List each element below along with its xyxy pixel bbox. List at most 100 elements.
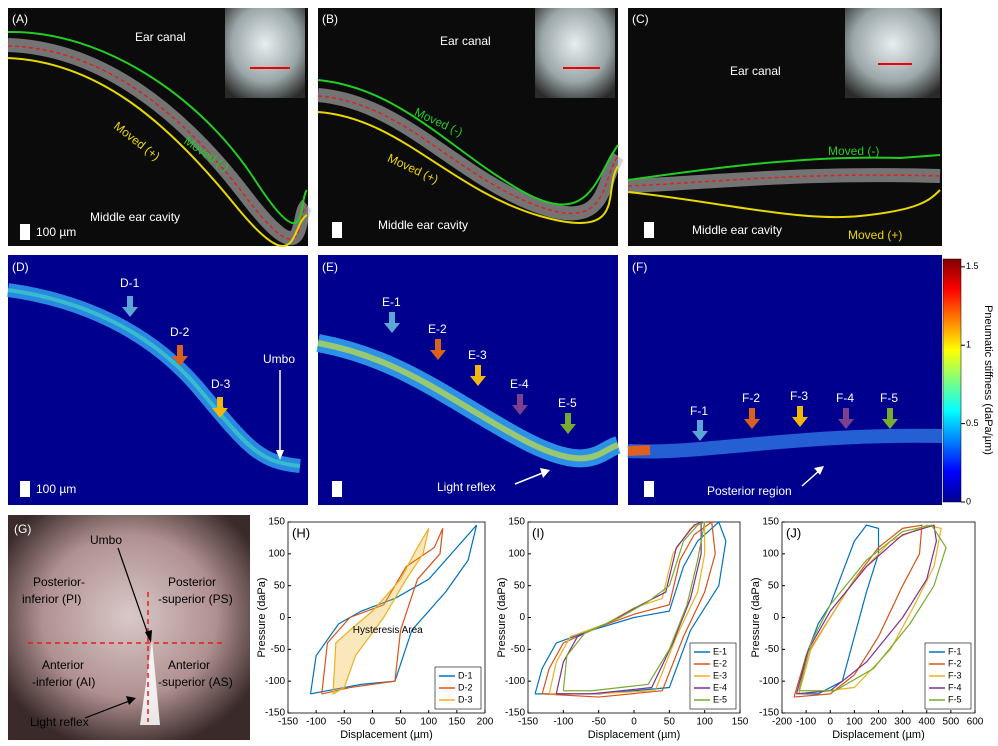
y-tick-label: 100 [268, 548, 285, 559]
x-tick-label: 0 [827, 717, 833, 728]
point-label: E-3 [468, 348, 487, 362]
point-label: F-3 [790, 389, 808, 403]
x-tick-label: 100 [420, 717, 437, 728]
y-axis-label: Pressure (daPa) [256, 577, 268, 657]
y-tick-label: 50 [514, 580, 526, 591]
panel-b: (B) Ear canal Moved (-) Moved (+) Middle… [318, 8, 618, 246]
region-label: inferior (PI) [22, 592, 81, 606]
y-tick-label: 100 [508, 548, 525, 559]
legend-label: F-3 [948, 670, 962, 680]
x-tick-label: 150 [732, 717, 749, 728]
y-tick-label: 0 [519, 612, 525, 623]
y-tick-label: 0 [773, 612, 779, 623]
figure: (A) Ear canal Moved (-) Moved (+) Middle… [0, 0, 998, 746]
x-tick-label: 600 [967, 717, 984, 728]
region-label: Anterior [42, 658, 84, 672]
point-label: F-4 [836, 391, 854, 405]
region-label: Ear canal [135, 30, 186, 44]
y-tick-label: 150 [762, 517, 779, 528]
legend-label: D-3 [458, 694, 473, 704]
chart-title: (J) [786, 525, 801, 540]
region-label: -superior (AS) [158, 675, 233, 689]
y-tick-label: -50 [511, 644, 526, 655]
panel-g: (G) Umbo Posterior- inferior (PI) Poster… [8, 515, 250, 740]
x-tick-label: -100 [306, 717, 326, 728]
panel-label: (E) [322, 260, 338, 274]
y-tick-label: -100 [759, 676, 779, 687]
x-tick-label: 150 [449, 717, 466, 728]
y-tick-label: 50 [274, 580, 286, 591]
region-label: Umbo [90, 533, 122, 547]
point-label: D-3 [211, 377, 231, 391]
point-label: E-1 [382, 295, 401, 309]
y-tick-label: -100 [265, 676, 285, 687]
point-label: D-2 [170, 325, 190, 339]
region-label: Posterior [168, 575, 216, 589]
y-axis-label: Pressure (daPa) [750, 577, 762, 657]
colorbar-label: Pneumatic stiffness (daPa/µm) [982, 305, 994, 455]
x-tick-label: 50 [664, 717, 676, 728]
panel-label: (B) [322, 12, 338, 26]
y-tick-label: 150 [508, 517, 525, 528]
x-axis-label: Displacement (µm) [832, 729, 925, 741]
umbo-label: Umbo [263, 352, 295, 366]
panel-label: (A) [12, 12, 28, 26]
legend-label: F-4 [948, 682, 962, 692]
point-label: E-4 [510, 377, 529, 391]
legend-label: F-1 [948, 646, 962, 656]
region-label: Ear canal [440, 34, 491, 48]
x-tick-label: 50 [395, 717, 407, 728]
x-tick-label: 300 [894, 717, 911, 728]
x-tick-label: 100 [846, 717, 863, 728]
x-axis-label: Displacement (µm) [588, 729, 681, 741]
panel-f: (F) F-1 F-2 F-3 F-4 F-5 Posterior region [628, 255, 942, 505]
y-axis-label: Pressure (daPa) [496, 577, 508, 657]
point-label: D-1 [120, 276, 140, 290]
curve-label: Moved (+) [848, 228, 902, 242]
legend-label: E-5 [713, 694, 727, 704]
chart-title: (H) [292, 525, 310, 540]
y-tick-label: 50 [768, 580, 780, 591]
x-tick-label: -50 [337, 717, 352, 728]
y-tick-label: -50 [271, 644, 286, 655]
region-label: Ear canal [730, 64, 781, 78]
panel-label: (D) [12, 260, 29, 274]
region-label: Middle ear cavity [692, 223, 782, 237]
x-tick-label: 100 [696, 717, 713, 728]
legend-label: E-4 [713, 682, 727, 692]
panel-e: (E) E-1 E-2 E-3 E-4 E-5 Light reflex [318, 255, 618, 505]
curve-label: Moved (-) [828, 144, 879, 158]
region-note: Light reflex [437, 480, 496, 494]
legend-label: E-1 [713, 646, 727, 656]
x-tick-label: -50 [591, 717, 606, 728]
legend-label: E-3 [713, 670, 727, 680]
y-tick-label: -150 [759, 708, 779, 719]
x-tick-label: 400 [918, 717, 935, 728]
x-axis-label: Displacement (µm) [340, 729, 433, 741]
legend-label: D-2 [458, 682, 473, 692]
x-tick-label: 500 [943, 717, 960, 728]
annotation: Hysteresis Area [353, 625, 423, 636]
scale-label: 100 µm [36, 482, 76, 496]
panel-c: (C) Ear canal Moved (-) Middle ear cavit… [628, 8, 942, 246]
point-label: F-1 [690, 404, 708, 418]
panel-label: (G) [14, 522, 31, 536]
panel-a: (A) Ear canal Moved (-) Moved (+) Middle… [8, 8, 308, 246]
colorbar-tick-label: 0 [966, 496, 971, 506]
region-label: -superior (PS) [158, 592, 233, 606]
region-label: -inferior (AI) [32, 675, 95, 689]
y-tick-label: 100 [762, 548, 779, 559]
colorbar-tick-label: 0.5 [966, 418, 979, 428]
y-tick-label: 0 [279, 612, 285, 623]
point-label: E-5 [558, 396, 577, 410]
legend-label: D-1 [458, 670, 473, 680]
x-tick-label: 200 [870, 717, 887, 728]
legend-label: E-2 [713, 658, 727, 668]
scale-label: 100 µm [36, 225, 76, 239]
y-tick-label: -150 [265, 708, 285, 719]
x-tick-label: -100 [553, 717, 573, 728]
colorbar-tick-label: 1.5 [966, 261, 979, 271]
region-note: Posterior region [707, 484, 792, 498]
